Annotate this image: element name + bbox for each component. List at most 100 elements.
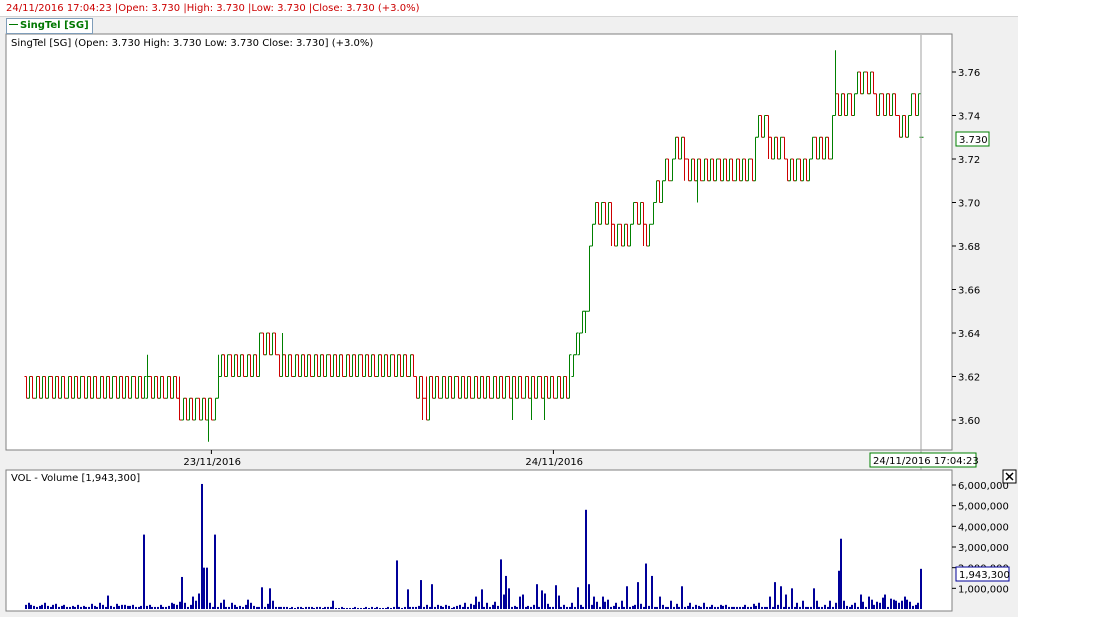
price-bar [916, 93, 921, 116]
volume-bar [412, 606, 414, 609]
volume-bar [404, 606, 406, 609]
price-axis-label: 3.74 [958, 112, 980, 123]
volume-axis-label: 3,000,000 [958, 543, 1009, 554]
volume-bar [777, 604, 779, 609]
volume-bar [857, 606, 859, 609]
volume-bar [223, 599, 225, 609]
volume-bar [160, 604, 162, 609]
price-bar [535, 376, 540, 399]
volume-bar [709, 606, 711, 609]
volume-bar [121, 604, 123, 609]
price-axis[interactable]: 3.60 3.62 3.64 3.66 3.68 3.70 3.72 3.74 3.76 [952, 68, 980, 427]
volume-bar [580, 604, 582, 609]
price-bar [452, 376, 457, 399]
volume-bar [530, 606, 532, 609]
price-bar [778, 136, 783, 160]
volume-bar [105, 606, 107, 609]
volume-bar [492, 604, 494, 609]
price-bar [404, 354, 409, 377]
volume-bar [440, 605, 442, 609]
volume-bar [898, 602, 900, 609]
price-bar [551, 376, 556, 399]
volume-bar [239, 605, 241, 609]
price-axis-label: 3.76 [958, 68, 980, 79]
volume-bar [165, 606, 167, 609]
volume-bar [272, 600, 274, 609]
volume-bar [615, 602, 617, 609]
volume-bar [849, 606, 851, 609]
crosshair-time-box [869, 452, 977, 468]
price-bar [324, 354, 329, 377]
volume-bar [456, 605, 458, 609]
volume-bar [316, 606, 318, 609]
volume-bar [289, 607, 291, 609]
volume-bar [77, 604, 79, 609]
volume-bar [234, 604, 236, 609]
volume-bar [475, 596, 477, 609]
volume-bar [470, 603, 472, 609]
volume-bar [536, 584, 538, 609]
volume-bar [722, 605, 724, 609]
price-bar [241, 354, 246, 377]
volume-bar [711, 604, 713, 609]
charts-canvas: SingTel [SG] (Open: 3.730 High: 3.730 Lo… [5, 33, 1017, 612]
volume-bar [349, 607, 351, 609]
volume-bar [634, 604, 636, 609]
time-axis[interactable]: 23/11/2016 24/11/2016 [183, 450, 583, 468]
volume-bar [651, 575, 653, 609]
volume-bar [448, 605, 450, 609]
close-icon[interactable] [1002, 469, 1017, 484]
volume-bar [462, 606, 464, 609]
volume-bar [882, 597, 884, 609]
volume-bar [171, 602, 173, 609]
volume-bar [198, 593, 200, 609]
volume-bar [569, 606, 571, 609]
volume-bar [720, 604, 722, 609]
volume-bar [785, 594, 787, 609]
volume-bar [374, 607, 376, 609]
volume-bar [151, 606, 153, 609]
volume-bar [851, 604, 853, 609]
volume-bar [574, 606, 576, 609]
volume-pane[interactable] [5, 469, 953, 612]
volume-bar [533, 604, 535, 609]
price-last-value-label: 3.730 [959, 135, 988, 146]
volume-bar [63, 604, 65, 609]
price-bar [193, 397, 198, 421]
volume-bar [379, 607, 381, 609]
volume-bar [209, 602, 211, 609]
volume-bar [662, 604, 664, 609]
volume-bar [390, 607, 392, 609]
volume-bar [676, 603, 678, 609]
volume-bar [113, 606, 115, 609]
volume-bar [341, 606, 343, 609]
volume-last-value-label: 1,943,300 [959, 570, 1010, 581]
volume-bar [118, 605, 120, 609]
price-bar [519, 376, 524, 399]
volume-bar [437, 604, 439, 609]
volume-bar [267, 603, 269, 609]
price-bar [762, 115, 767, 138]
volume-bar [338, 607, 340, 609]
volume-bar [184, 602, 186, 609]
volume-bar [305, 606, 307, 609]
volume-bar [566, 606, 568, 609]
volume-bar [744, 604, 746, 609]
volume-bar [25, 604, 27, 609]
volume-bar [423, 606, 425, 609]
legend-tab[interactable]: SingTel [SG] [6, 18, 93, 34]
volume-bar [516, 606, 518, 609]
volume-bar [85, 606, 87, 609]
volume-bar [621, 600, 623, 609]
volume-bar [66, 606, 68, 609]
volume-bars [25, 483, 922, 609]
price-bar [225, 354, 230, 377]
price-bar [810, 136, 815, 160]
price-bar [666, 158, 671, 182]
volume-bar [846, 605, 848, 609]
volume-bar [670, 600, 672, 609]
price-bar [209, 397, 214, 421]
volume-bar [96, 606, 98, 609]
volume-bar [791, 588, 793, 609]
volume-bar [245, 604, 247, 609]
